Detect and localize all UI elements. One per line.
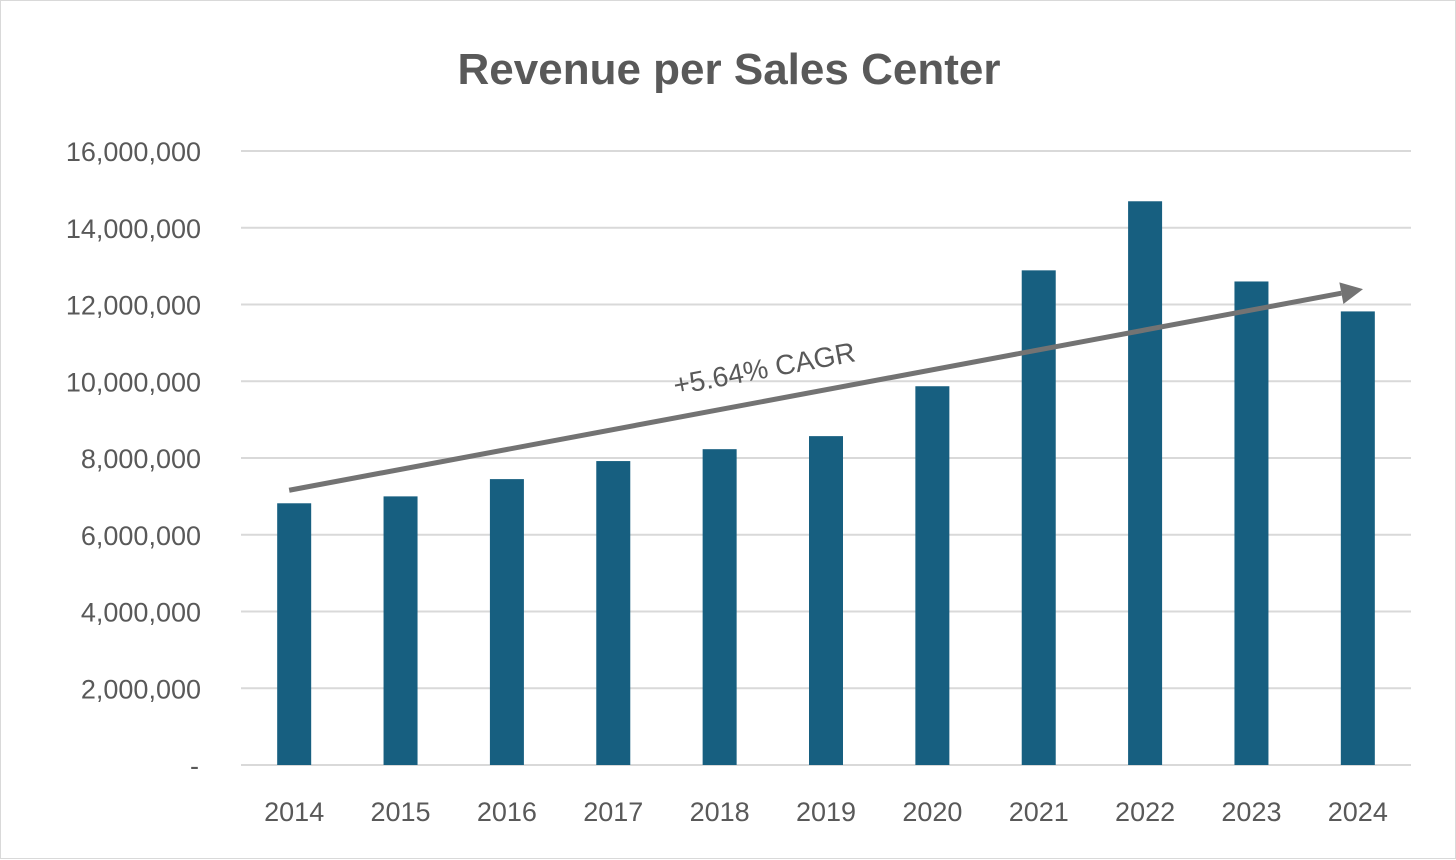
bar-2018 [702,449,737,765]
x-tick-label: 2023 [1221,797,1281,827]
x-tick-label: 2014 [264,797,324,827]
y-tick-label: - [190,751,199,781]
chart-title: Revenue per Sales Center [458,45,1001,94]
cagr-arrow-head-icon [1339,282,1363,305]
y-tick-label: 10,000,000 [66,367,201,397]
y-tick-label: 8,000,000 [81,444,201,474]
bar-2017 [596,461,631,765]
bar-2024 [1340,311,1375,765]
y-tick-label: 14,000,000 [66,214,201,244]
cagr-arrow-line [288,290,1342,493]
x-tick-label: 2022 [1115,797,1175,827]
bar-2022 [1128,201,1163,766]
bar-2023 [1234,281,1269,765]
bar-2014 [277,503,312,765]
y-tick-label: 4,000,000 [81,598,201,628]
x-tick-label: 2015 [371,797,431,827]
x-tick-label: 2024 [1328,797,1388,827]
bar-2015 [383,496,418,765]
y-tick-label: 6,000,000 [81,521,201,551]
bar-2021 [1021,270,1056,765]
bar-2016 [489,479,524,765]
x-tick-label: 2018 [690,797,750,827]
y-tick-label: 12,000,000 [66,291,201,321]
y-tick-label: 2,000,000 [81,674,201,704]
x-tick-label: 2016 [477,797,537,827]
bar-2019 [809,436,843,765]
x-tick-label: 2020 [902,797,962,827]
x-tick-label: 2021 [1009,797,1069,827]
x-tick-label: 2017 [583,797,643,827]
y-tick-label: 16,000,000 [66,137,201,167]
x-tick-label: 2019 [796,797,856,827]
bar-2020 [915,386,950,765]
